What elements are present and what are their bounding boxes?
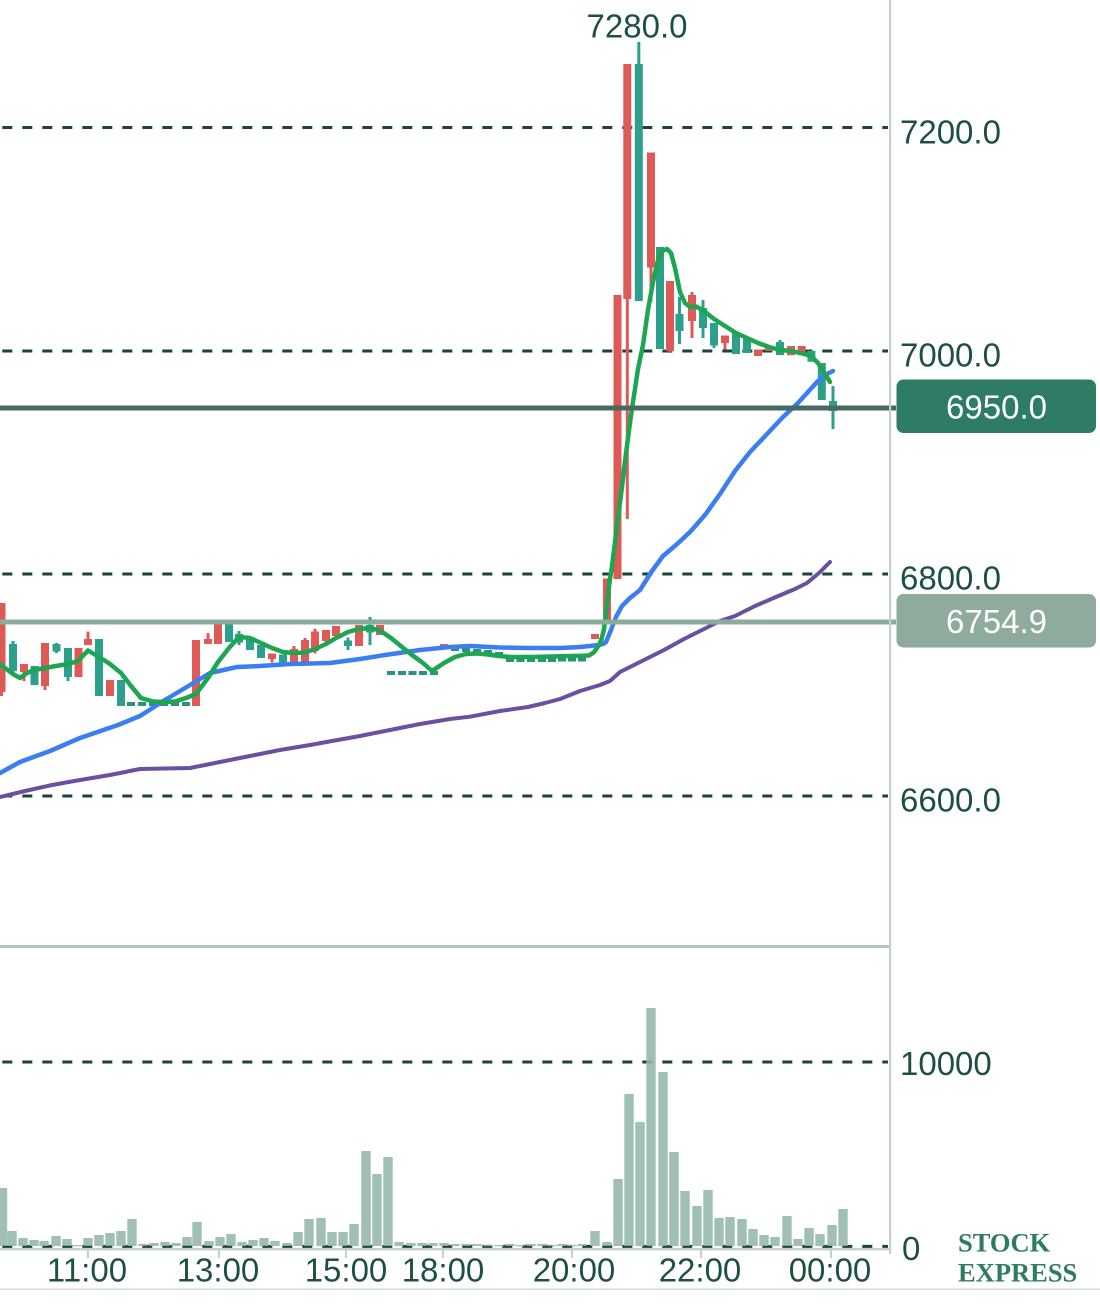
- svg-text:7200.0: 7200.0: [900, 114, 1001, 151]
- svg-text:20:00: 20:00: [533, 1252, 616, 1289]
- svg-text:EXPRESS: EXPRESS: [958, 1258, 1077, 1288]
- svg-text:18:00: 18:00: [402, 1252, 485, 1289]
- svg-text:STOCK: STOCK: [958, 1228, 1051, 1258]
- svg-text:10000: 10000: [900, 1045, 992, 1082]
- svg-text:6600.0: 6600.0: [900, 782, 1001, 819]
- svg-text:0: 0: [902, 1230, 920, 1267]
- svg-text:11:00: 11:00: [47, 1252, 127, 1289]
- svg-text:22:00: 22:00: [659, 1252, 742, 1289]
- svg-text:15:00: 15:00: [305, 1252, 388, 1289]
- svg-text:6754.9: 6754.9: [946, 603, 1047, 640]
- svg-text:13:00: 13:00: [177, 1252, 260, 1289]
- svg-text:00:00: 00:00: [789, 1252, 872, 1289]
- svg-text:7280.0: 7280.0: [587, 8, 688, 45]
- svg-text:6950.0: 6950.0: [946, 389, 1047, 426]
- svg-text:7000.0: 7000.0: [900, 337, 1001, 374]
- svg-text:6800.0: 6800.0: [900, 560, 1001, 597]
